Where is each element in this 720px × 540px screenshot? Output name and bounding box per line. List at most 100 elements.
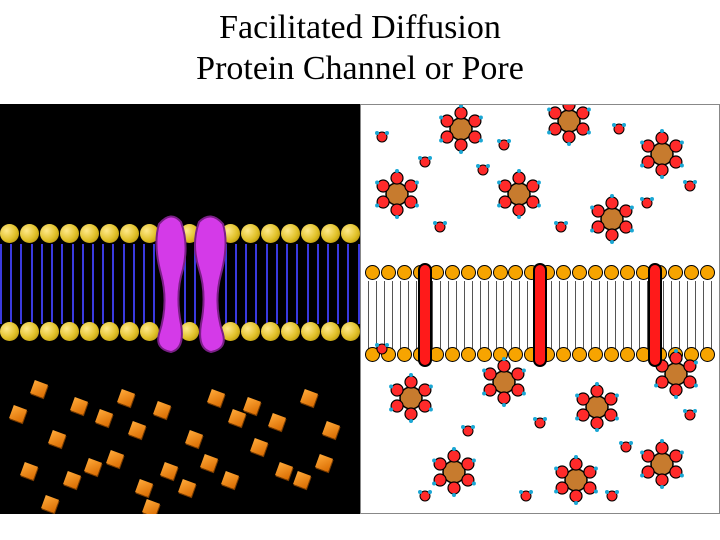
hydrated-ion [556, 460, 596, 500]
lipid-tail [695, 281, 696, 349]
lipid-head [397, 347, 412, 362]
protein-channel [151, 214, 231, 354]
lipid-head [365, 265, 380, 280]
solute-particle [20, 462, 38, 480]
hydrated-ion [577, 387, 617, 427]
lipid-head [604, 347, 619, 362]
title-line-2: Protein Channel or Pore [0, 49, 720, 90]
solute-particle [185, 430, 203, 448]
lipid-tail [416, 281, 417, 349]
title-line-1: Facilitated Diffusion [0, 8, 720, 49]
lipid-head [341, 224, 360, 243]
water-molecule [518, 488, 534, 504]
hydrated-ion [441, 109, 481, 149]
lipid-tail [408, 281, 409, 349]
water-molecule [682, 178, 698, 194]
lipid-head [80, 322, 99, 341]
lipid-tail [488, 281, 489, 349]
lipid-head [588, 265, 603, 280]
water-molecule [417, 154, 433, 170]
lipid-head [281, 322, 300, 341]
solute-particle [41, 495, 59, 513]
lipid-head [20, 322, 39, 341]
lipid-tail [503, 281, 504, 349]
water-molecule [553, 219, 569, 235]
lipid-tail [623, 281, 624, 349]
lipid-tail [400, 281, 401, 349]
lipid-tail [671, 281, 672, 349]
lipid-head [668, 265, 683, 280]
lipid-head [80, 224, 99, 243]
solute-particle [293, 471, 311, 489]
lipid-tail [631, 281, 632, 349]
page-title: Facilitated Diffusion Protein Channel or… [0, 0, 720, 90]
hydrated-ion [656, 354, 696, 394]
lipid-head [60, 322, 79, 341]
lipid-tail [567, 281, 568, 349]
lipid-head [572, 347, 587, 362]
lipid-head [508, 265, 523, 280]
hydrated-ion [549, 104, 589, 141]
lipid-tail [143, 244, 145, 324]
lipid-head [261, 224, 280, 243]
lipid-head [120, 322, 139, 341]
protein-pore [418, 263, 432, 367]
solute-particle [268, 413, 286, 431]
lipid-head [321, 322, 340, 341]
lipid-tail [663, 281, 664, 349]
water-molecule [532, 415, 548, 431]
lipid-head [100, 322, 119, 341]
lipid-tail [615, 281, 616, 349]
lipid-tail [464, 281, 465, 349]
hydrated-ion [592, 199, 632, 239]
lipid-head [381, 265, 396, 280]
hydrated-ion [484, 362, 524, 402]
lipid-tail [384, 281, 385, 349]
lipid-tail [607, 281, 608, 349]
lipid-head [556, 347, 571, 362]
solute-particle [95, 409, 113, 427]
lipid-head [588, 347, 603, 362]
lipid-tail [519, 281, 520, 349]
lipid-tail [245, 244, 247, 324]
lipid-tail [456, 281, 457, 349]
lipid-tail [20, 244, 22, 324]
solute-particle [153, 401, 171, 419]
lipid-tail [559, 281, 560, 349]
water-molecule [611, 121, 627, 137]
solute-particle [117, 389, 135, 407]
left-panel [0, 104, 360, 514]
lipid-tail [327, 244, 329, 324]
diagram-panels [0, 104, 720, 514]
solute-particle [221, 471, 239, 489]
water-molecule [475, 162, 491, 178]
lipid-tail [511, 281, 512, 349]
lipid-head [493, 265, 508, 280]
lipid-head [556, 265, 571, 280]
lipid-tail [10, 244, 12, 324]
hydrated-ion [377, 174, 417, 214]
solute-particle [106, 450, 124, 468]
lipid-tail [255, 244, 257, 324]
lipid-tail [679, 281, 680, 349]
water-molecule [460, 423, 476, 439]
solute-particle [30, 380, 48, 398]
lipid-tail [687, 281, 688, 349]
lipid-tail [123, 244, 125, 324]
lipid-tail [711, 281, 712, 349]
lipid-tail [472, 281, 473, 349]
lipid-head [477, 347, 492, 362]
lipid-tail [496, 281, 497, 349]
lipid-head [445, 347, 460, 362]
lipid-tail [92, 244, 94, 324]
lipid-tail [41, 244, 43, 324]
hydrated-ion [499, 174, 539, 214]
lipid-head [700, 347, 715, 362]
lipid-tail [82, 244, 84, 324]
lipid-tail [551, 281, 552, 349]
lipid-tail [480, 281, 481, 349]
solute-particle [228, 409, 246, 427]
lipid-tail [591, 281, 592, 349]
water-molecule [417, 488, 433, 504]
solute-particle [315, 454, 333, 472]
